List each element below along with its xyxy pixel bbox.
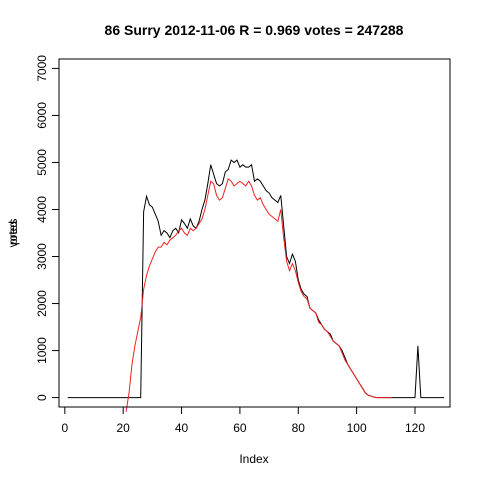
series-line-1 — [125, 178, 392, 412]
y-tick-label: 3000 — [35, 243, 49, 270]
series-layer — [67, 159, 445, 412]
chart-title: 86 Surry 2012-11-06 R = 0.969 votes = 24… — [105, 22, 404, 38]
x-tick-label: 20 — [117, 421, 131, 435]
series-line-0 — [67, 159, 445, 399]
y-tick-label: 4000 — [35, 196, 49, 223]
y-tick-label: 6000 — [35, 102, 49, 129]
x-tick-label: 80 — [292, 421, 306, 435]
y-tick-label: 1000 — [35, 337, 49, 364]
y-axis-label: votes pred — [6, 219, 20, 248]
y-axis-label-pred: pred — [6, 221, 20, 245]
x-tick-label: 0 — [61, 421, 68, 435]
x-tick-label: 100 — [347, 421, 367, 435]
y-axis-label-votes: votes — [6, 219, 20, 248]
plot-box — [58, 58, 451, 408]
y-tick-label: 7000 — [35, 55, 49, 82]
x-tick-label: 60 — [233, 421, 247, 435]
x-axis: 0 20 40 60 80 100 120 — [61, 406, 425, 435]
y-axis: 0 1000 2000 3000 4000 5000 6000 7000 — [35, 55, 60, 401]
x-tick-label: 120 — [405, 421, 425, 435]
y-tick-label: 0 — [35, 394, 49, 401]
x-axis-label: Index — [239, 452, 268, 466]
y-tick-label: 2000 — [35, 290, 49, 317]
x-tick-label: 40 — [175, 421, 189, 435]
y-tick-label: 5000 — [35, 149, 49, 176]
